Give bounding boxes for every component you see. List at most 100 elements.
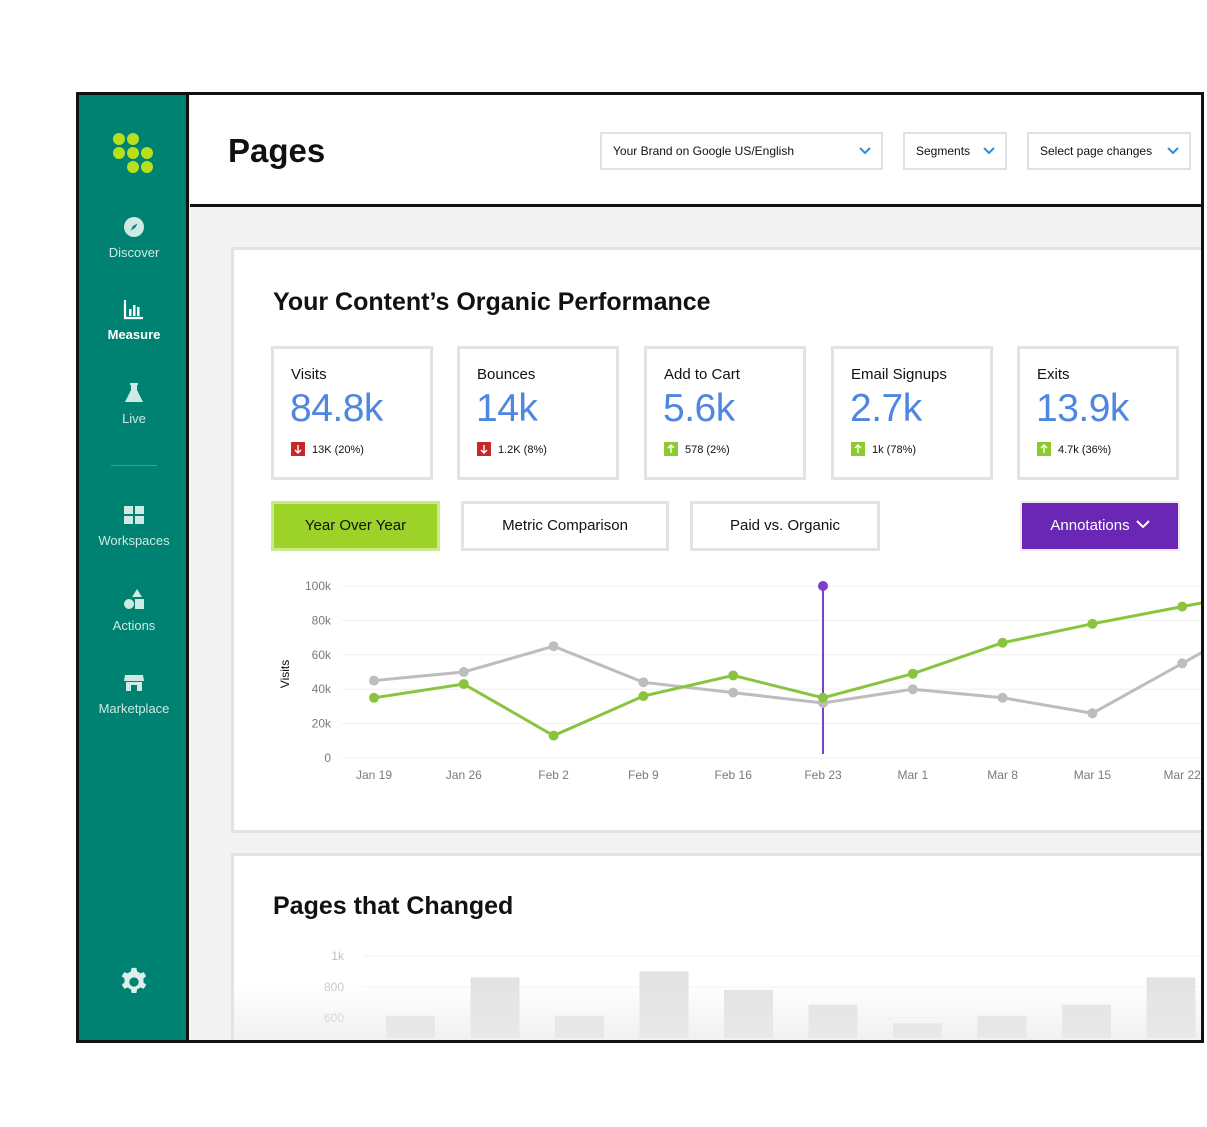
- data-point: [638, 691, 649, 702]
- data-point: [907, 684, 918, 695]
- sidebar-item-measure[interactable]: Measure: [79, 297, 189, 342]
- brand-dropdown[interactable]: Your Brand on Google US/English: [600, 132, 883, 170]
- y-tick-label: 100k: [305, 579, 332, 593]
- chevron-down-icon: [1135, 520, 1150, 529]
- data-point: [997, 692, 1008, 703]
- pages-changed-panel: Pages that Changed 1k800600: [231, 853, 1201, 1040]
- data-point: [548, 730, 559, 741]
- x-tick-label: Mar 8: [987, 768, 1018, 782]
- y-tick-label: 20k: [312, 717, 332, 731]
- annotations-dropdown[interactable]: Annotations: [1020, 501, 1180, 551]
- y-tick-label: 60k: [312, 648, 332, 662]
- x-tick-label: Feb 23: [804, 768, 842, 782]
- y-tick-label: 80k: [312, 613, 332, 627]
- sidebar-item-label: Marketplace: [98, 701, 170, 716]
- page-changes-dropdown-value: Select page changes: [1040, 144, 1153, 158]
- arrow-up-icon: [851, 442, 865, 456]
- y-tick-label: 40k: [312, 682, 332, 696]
- app-logo[interactable]: [113, 133, 157, 177]
- x-tick-label: Jan 19: [356, 768, 392, 782]
- tab-paid-vs-organic[interactable]: Paid vs. Organic: [690, 501, 880, 551]
- x-tick-label: Mar 22: [1164, 768, 1202, 782]
- metric-delta-text: 578 (2%): [685, 444, 730, 456]
- fade-overlay: [234, 936, 1201, 1040]
- data-point: [1177, 658, 1188, 669]
- metric-delta-text: 13K (20%): [312, 444, 364, 456]
- gear-icon[interactable]: [117, 965, 151, 999]
- compass-icon: [122, 215, 146, 239]
- arrow-up-icon: [664, 442, 678, 456]
- store-icon: [122, 671, 146, 695]
- segments-dropdown-value: Segments: [916, 144, 971, 158]
- data-point: [907, 668, 918, 679]
- metric-card-visits[interactable]: Visits 84.8k 13K (20%): [271, 346, 433, 480]
- metric-delta-text: 4.7k (36%): [1058, 444, 1112, 456]
- data-point: [1087, 708, 1098, 719]
- metric-delta: 1k (78%): [851, 442, 916, 456]
- metric-value: 5.6k: [663, 387, 735, 430]
- page-changes-dropdown[interactable]: Select page changes: [1027, 132, 1191, 170]
- data-point: [997, 637, 1008, 648]
- chevron-down-icon: [1167, 147, 1179, 155]
- arrow-down-icon: [291, 442, 305, 456]
- annotations-label: Annotations: [1050, 517, 1130, 534]
- metric-card-add-to-cart[interactable]: Add to Cart 5.6k 578 (2%): [644, 346, 806, 480]
- metric-value: 13.9k: [1036, 387, 1129, 430]
- x-tick-label: Mar 1: [897, 768, 928, 782]
- series-line: [373, 601, 1201, 738]
- metric-label: Bounces: [477, 366, 536, 383]
- sidebar-item-label: Measure: [107, 327, 161, 342]
- metric-card-exits[interactable]: Exits 13.9k 4.7k (36%): [1017, 346, 1179, 480]
- y-tick-label: 0: [324, 751, 331, 765]
- data-point: [548, 641, 559, 652]
- metric-value: 2.7k: [850, 387, 922, 430]
- brand-dropdown-value: Your Brand on Google US/English: [613, 144, 795, 158]
- page-header: Pages Your Brand on Google US/English Se…: [190, 95, 1201, 207]
- pages-changed-title: Pages that Changed: [273, 892, 514, 920]
- sidebar-item-label: Actions: [112, 618, 156, 633]
- metric-label: Exits: [1037, 366, 1070, 383]
- data-point: [369, 692, 379, 703]
- metric-value: 84.8k: [290, 387, 383, 430]
- data-point: [458, 667, 469, 677]
- metric-card-email-signups[interactable]: Email Signups 2.7k 1k (78%): [831, 346, 993, 480]
- x-tick-label: Feb 2: [538, 768, 569, 782]
- data-point: [818, 692, 828, 703]
- metric-card-bounces[interactable]: Bounces 14k 1.2K (8%): [457, 346, 619, 480]
- sidebar-item-live[interactable]: Live: [79, 381, 189, 426]
- arrow-up-icon: [1037, 442, 1051, 456]
- tab-metric-comparison[interactable]: Metric Comparison: [461, 501, 669, 551]
- metric-label: Add to Cart: [664, 366, 740, 383]
- chevron-down-icon: [983, 147, 995, 155]
- sidebar-item-workspaces[interactable]: Workspaces: [79, 503, 189, 548]
- data-point: [1087, 618, 1098, 629]
- sidebar-item-label: Live: [122, 411, 146, 426]
- x-tick-label: Mar 15: [1074, 768, 1112, 782]
- data-point: [369, 675, 379, 686]
- y-axis-label: Visits: [278, 660, 292, 688]
- x-tick-label: Feb 16: [715, 768, 753, 782]
- app-window: Discover Measure Live Workspaces A: [76, 92, 1204, 1043]
- chevron-down-icon: [859, 147, 871, 155]
- flask-icon: [122, 381, 146, 405]
- metric-delta-text: 1k (78%): [872, 444, 917, 456]
- segments-dropdown[interactable]: Segments: [903, 132, 1007, 170]
- metric-label: Email Signups: [851, 366, 947, 383]
- metric-delta-text: 1.2K (8%): [498, 444, 547, 456]
- sidebar-item-label: Workspaces: [98, 533, 170, 548]
- data-point: [1177, 601, 1188, 612]
- visits-line-chart: 100k 80k 60k 40k 20k 0 Visits Jan 19 Jan 26 Feb 2…: [278, 579, 1202, 782]
- tab-year-over-year[interactable]: Year Over Year: [271, 501, 440, 551]
- annotation-marker: [818, 581, 828, 591]
- sidebar-item-label: Discover: [108, 245, 160, 260]
- metric-delta: 578 (2%): [664, 442, 730, 456]
- sidebar-item-marketplace[interactable]: Marketplace: [79, 671, 189, 716]
- sidebar-item-actions[interactable]: Actions: [79, 588, 189, 633]
- metric-value: 14k: [476, 387, 538, 430]
- sidebar-divider: [111, 465, 157, 466]
- metric-delta: 4.7k (36%): [1037, 442, 1111, 456]
- shapes-icon: [122, 588, 146, 612]
- bar-chart-icon: [122, 297, 146, 321]
- sidebar-item-discover[interactable]: Discover: [79, 215, 189, 260]
- series-line: [373, 644, 1201, 715]
